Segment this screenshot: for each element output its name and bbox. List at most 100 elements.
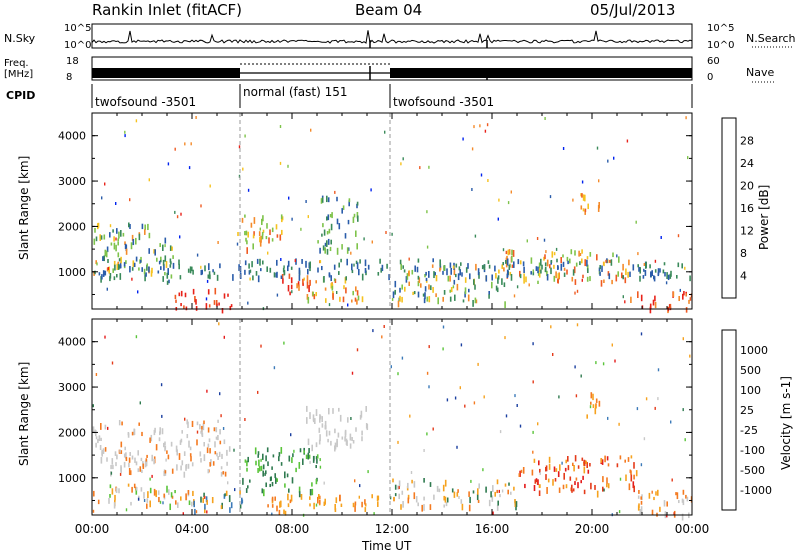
power-data-cell: [336, 247, 339, 255]
power-data-cell: [639, 267, 641, 274]
power-data-cell: [676, 275, 678, 279]
power-data-cell: [253, 231, 255, 236]
power-sparse-cell: [479, 124, 481, 128]
power-data-cell: [640, 294, 643, 302]
velocity-data-cell: [131, 455, 134, 460]
velocity-data-cell: [226, 461, 228, 466]
power-data-cell: [607, 271, 610, 276]
velocity-data-cell: [189, 446, 192, 451]
velocity-sparse-cell: [552, 353, 554, 356]
velocity-data-cell: [504, 483, 507, 487]
power-sparse-cell: [581, 278, 583, 282]
power-data-cell: [683, 291, 685, 296]
power-data-cell: [677, 262, 680, 268]
velocity-data-cell: [417, 502, 419, 507]
velocity-data-cell: [319, 500, 321, 505]
velocity-sparse-cell: [618, 510, 621, 514]
power-sparse-cell: [598, 179, 600, 183]
power-data-cell: [120, 230, 122, 237]
power-data-cell: [458, 266, 461, 271]
velocity-data-cell: [341, 436, 344, 440]
power-data-cell: [572, 269, 575, 276]
velocity-data-cell: [110, 464, 112, 470]
velocity-data-cell: [562, 484, 565, 490]
power-data-cell: [457, 273, 460, 281]
velocity-sparse-cell: [532, 342, 534, 346]
velocity-sparse-cell: [580, 374, 582, 378]
power-data-cell: [417, 280, 420, 287]
power-data-cell: [144, 229, 146, 235]
power-data-cell: [261, 234, 264, 240]
velocity-data-cell: [125, 452, 127, 459]
power-data-cell: [621, 272, 623, 279]
power-data-cell: [280, 275, 283, 279]
velocity-data-cell: [135, 488, 138, 495]
velocity-data-cell: [287, 493, 289, 501]
power-data-cell: [118, 231, 120, 239]
power-data-cell: [112, 268, 114, 273]
velocity-colorbar-tick: -1000: [740, 484, 772, 497]
velocity-data-cell: [203, 492, 205, 498]
power-sparse-cell: [188, 166, 191, 170]
power-data-cell: [432, 287, 434, 293]
velocity-data-cell: [265, 470, 267, 475]
power-data-cell: [191, 266, 193, 272]
power-data-cell: [662, 269, 665, 274]
velocity-data-cell: [200, 430, 202, 434]
velocity-sparse-cell: [162, 501, 164, 505]
power-data-cell: [586, 276, 589, 282]
velocity-colorbar-tick: -100: [740, 444, 765, 457]
velocity-data-cell: [166, 450, 168, 454]
velocity-data-layer: [92, 322, 693, 521]
power-sparse-cell: [635, 220, 637, 224]
power-sparse-cell: [179, 235, 181, 239]
power-sparse-cell: [637, 252, 639, 256]
power-data-cell: [140, 256, 142, 263]
velocity-data-cell: [280, 447, 283, 454]
power-data-cell: [183, 305, 185, 309]
power-data-cell: [309, 261, 311, 269]
power-data-cell: [663, 262, 666, 266]
power-data-cell: [189, 266, 192, 274]
velocity-sparse-cell: [684, 438, 686, 442]
power-data-cell: [339, 296, 341, 302]
power-data-cell: [357, 215, 359, 222]
velocity-colorbar-tick: 1000: [740, 344, 768, 357]
power-data-cell: [442, 270, 444, 275]
power-data-cell: [606, 258, 608, 264]
power-data-cell: [625, 268, 627, 276]
velocity-data-cell: [361, 501, 363, 508]
velocity-data-cell: [590, 482, 592, 490]
date-title: 05/Jul/2013: [590, 1, 675, 19]
power-data-cell: [207, 274, 210, 279]
power-data-cell: [540, 269, 542, 274]
velocity-sparse-cell: [223, 335, 225, 339]
power-data-cell: [340, 258, 342, 263]
power-data-cell: [326, 248, 329, 255]
power-data-cell: [122, 232, 125, 237]
power-data-cell: [355, 286, 357, 292]
velocity-data-cell: [183, 451, 186, 456]
power-data-cell: [497, 275, 500, 280]
power-data-cell: [113, 242, 116, 250]
velocity-data-cell: [545, 474, 547, 480]
power-data-cell: [237, 232, 239, 237]
velocity-sparse-cell: [283, 341, 285, 345]
power-data-cell: [166, 272, 169, 279]
power-data-cell: [268, 237, 270, 244]
velocity-data-cell: [306, 405, 308, 412]
velocity-data-cell: [258, 459, 260, 467]
power-data-cell: [361, 296, 364, 303]
power-data-cell: [543, 256, 545, 261]
power-data-cell: [321, 233, 323, 237]
power-data-cell: [399, 287, 401, 293]
power-data-cell: [624, 277, 627, 284]
velocity-data-cell: [119, 449, 121, 453]
power-data-cell: [99, 234, 101, 241]
power-sparse-cell: [400, 162, 402, 166]
velocity-sparse-cell: [595, 361, 597, 365]
power-data-cell: [580, 205, 583, 210]
velocity-data-cell: [146, 498, 149, 503]
velocity-data-cell: [583, 459, 585, 464]
power-data-cell: [289, 291, 291, 296]
